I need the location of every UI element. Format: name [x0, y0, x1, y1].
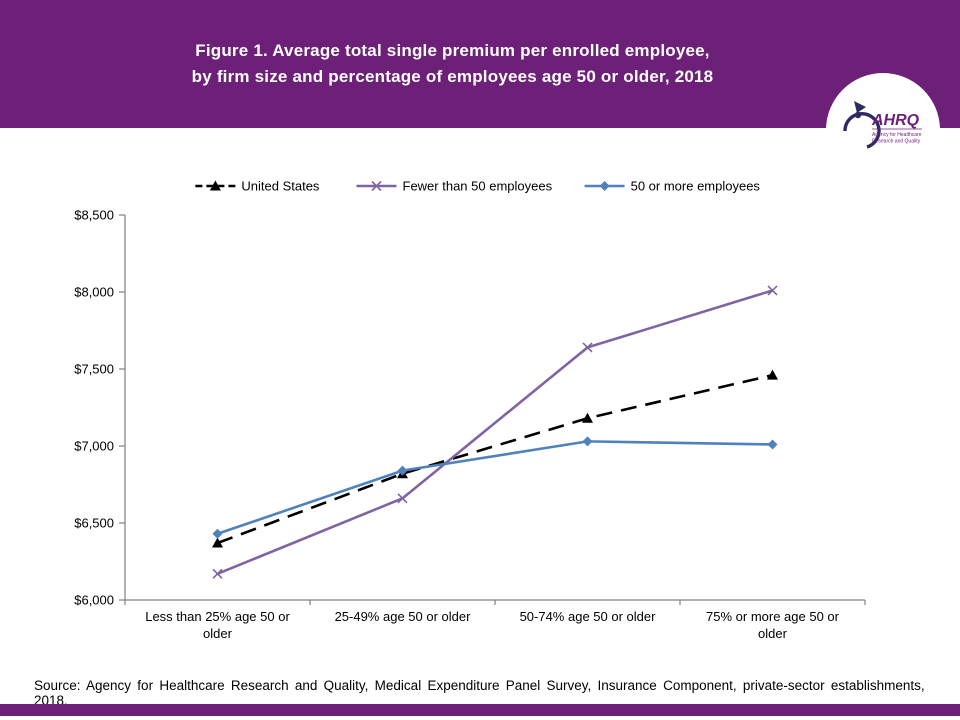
- logo-circle: [826, 73, 940, 187]
- svg-text:Fewer than 50 employees: Fewer than 50 employees: [403, 179, 553, 194]
- svg-text:50-74% age 50 or older: 50-74% age 50 or older: [520, 609, 657, 624]
- header-banner: Figure 1. Average total single premium p…: [0, 0, 960, 187]
- svg-text:25-49% age 50 or older: 25-49% age 50 or older: [335, 609, 472, 624]
- series-united-states: [212, 369, 778, 548]
- logo-tagline-line2: Research and Quality: [872, 139, 921, 145]
- figure-title-line2: by firm size and percentage of employees…: [191, 67, 714, 86]
- svg-text:$7,500: $7,500: [74, 362, 114, 377]
- x-axis: Less than 25% age 50 or older 25-49% age 5…: [124, 599, 866, 641]
- hhs-eagle-icon: [843, 101, 881, 149]
- y-axis: $6,000 $6,500 $7,000 $7,500 $8,000 $8,500: [74, 208, 126, 608]
- figure-title: Figure 1. Average total single premium p…: [0, 0, 960, 90]
- svg-text:older: older: [758, 626, 788, 641]
- ahrq-logo: AHRQ Agency for Healthcare Research and …: [826, 73, 940, 187]
- logo-tagline-line1: Agency for Healthcare: [872, 132, 922, 138]
- svg-text:United States: United States: [241, 179, 320, 194]
- series-fewer-than-50-employees: [212, 285, 778, 579]
- line-chart: $6,000 $6,500 $7,000 $7,500 $8,000 $8,500 Less…: [74, 179, 866, 641]
- svg-text:$8,500: $8,500: [74, 208, 114, 223]
- source-note: Source: Agency for Healthcare Research a…: [34, 678, 925, 708]
- figure-title-line1: Figure 1. Average total single premium p…: [195, 41, 710, 60]
- legend: United States Fewer than 50 employees 50 o…: [195, 179, 760, 194]
- series-50-or-more-employees: [212, 436, 778, 539]
- svg-text:$7,000: $7,000: [74, 439, 114, 454]
- svg-text:50 or more employees: 50 or more employees: [631, 179, 761, 194]
- logo-org-text: AHRQ: [871, 112, 920, 129]
- svg-text:older: older: [203, 626, 233, 641]
- footer-bar: [0, 704, 960, 716]
- svg-text:Less than 25% age 50 or: Less than 25% age 50 or: [145, 609, 290, 624]
- page-footer: Source: Agency for Healthcare Research a…: [0, 658, 960, 716]
- chart-area: $6,000 $6,500 $7,000 $7,500 $8,000 $8,500 Less…: [0, 128, 960, 658]
- svg-text:$6,000: $6,000: [74, 593, 114, 608]
- svg-text:75% or more age 50 or: 75% or more age 50 or: [706, 609, 840, 624]
- svg-text:$8,000: $8,000: [74, 285, 114, 300]
- svg-text:$6,500: $6,500: [74, 516, 114, 531]
